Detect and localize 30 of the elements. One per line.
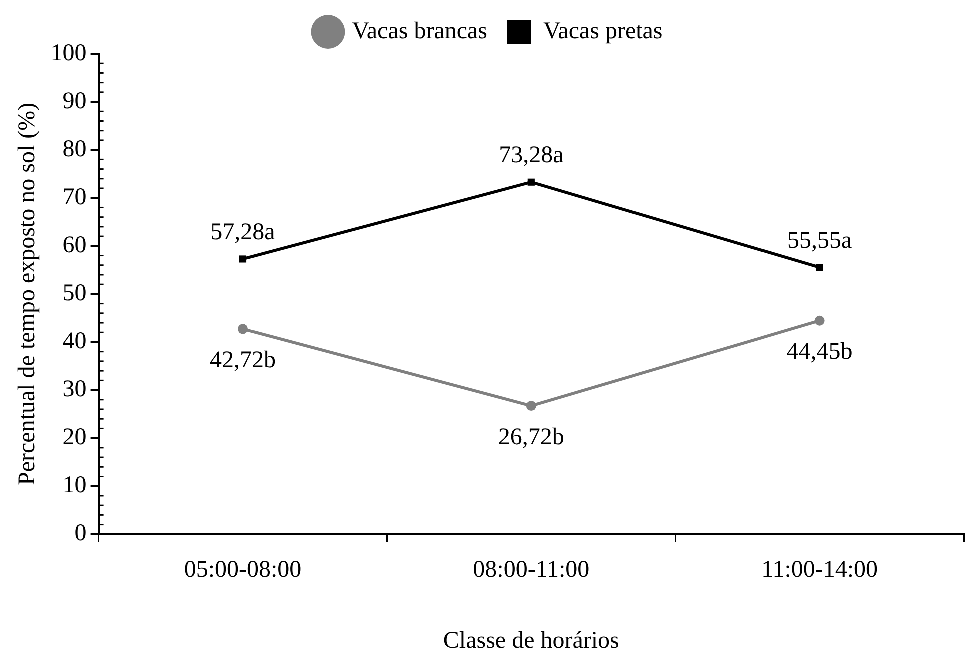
y-tick-label: 40 [62,328,87,355]
x-tick-label: 11:00-14:00 [762,557,878,584]
x-axis-title: Classe de horários [443,628,620,654]
y-tick-label: 70 [62,184,87,210]
point [238,324,248,334]
data-label: 42,72b [210,347,276,374]
y-tick-label: 80 [62,136,87,162]
point [239,256,247,263]
y-tick-label: 100 [50,40,87,66]
legend-label: Vacas brancas [352,18,488,44]
data-label: 73,28a [499,142,564,169]
y-axis-title: Percentual de tempo exposto no sol (%) [14,102,41,486]
x-tick-label: 05:00-08:00 [184,557,302,584]
data-label: 26,72b [498,424,564,450]
y-tick-label: 20 [62,424,87,451]
data-label: 44,45b [786,339,853,366]
y-tick-label: 90 [62,88,87,114]
y-tick-label: 10 [62,472,87,499]
x-tick-label: 08:00-11:00 [473,557,590,584]
point [526,401,536,412]
point [814,316,825,326]
y-tick-label: 60 [62,232,87,258]
point [528,178,535,186]
legend-label: Vacas pretas [543,18,663,44]
y-tick-label: 30 [62,376,87,403]
data-label: 55,55a [787,228,852,254]
data-label: 57,28a [210,220,276,246]
y-tick-label: 50 [62,280,87,306]
point [816,264,824,272]
y-tick-label: 0 [74,520,87,547]
